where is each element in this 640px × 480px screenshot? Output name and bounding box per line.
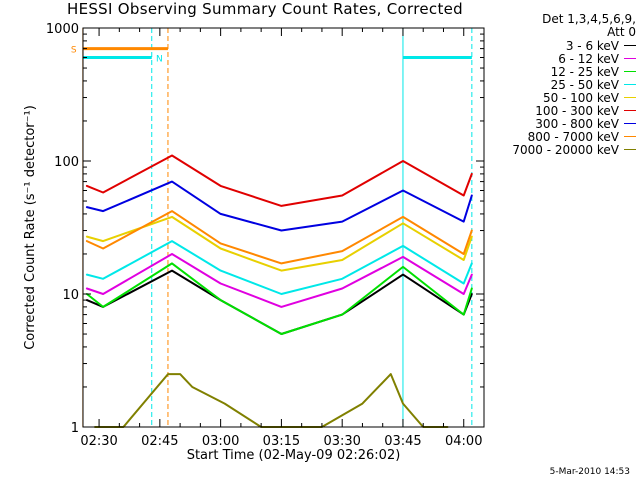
legend-swatch	[624, 71, 636, 72]
y-axis-label: Corrected Count Rate (s⁻¹ detector⁻¹)	[23, 105, 38, 350]
legend-header-line-2: Att 0	[607, 25, 636, 39]
y-tick-label: 1	[71, 421, 79, 436]
series-line-6	[85, 180, 473, 232]
series-line-5	[85, 154, 473, 207]
legend-header-line-1: Det 1,3,4,5,6,9,	[542, 12, 636, 26]
x-tick-label: 03:30	[323, 434, 360, 449]
y-tick-label: 1000	[46, 22, 79, 37]
legend-label: 100 - 300 keV	[535, 103, 619, 118]
legend-swatch	[624, 149, 636, 150]
y-tick-label: 10	[62, 288, 79, 303]
legend-swatch	[624, 136, 636, 137]
legend-swatch	[624, 58, 636, 59]
legend-label: 300 - 800 keV	[535, 116, 619, 131]
series-line-3	[85, 240, 473, 295]
x-tick-label: 03:15	[263, 434, 300, 449]
annotation-1: N	[156, 55, 163, 65]
legend-label: 12 - 25 keV	[550, 64, 619, 79]
plot-frame	[82, 27, 485, 428]
legend-label: 3 - 6 keV	[565, 38, 619, 53]
legend-entry-7: 800 - 7000 keV	[484, 129, 636, 144]
x-tick-label: 03:45	[384, 434, 421, 449]
x-tick-label: 02:30	[80, 434, 117, 449]
series-line-2	[85, 262, 473, 335]
legend-entry-1: 6 - 12 keV	[484, 51, 636, 66]
legend-label: 50 - 100 keV	[542, 90, 619, 105]
x-tick-label: 04:00	[445, 434, 482, 449]
y-tick-label: 100	[54, 155, 79, 170]
legend-swatch	[624, 123, 636, 124]
chart-title: HESSI Observing Summary Count Rates, Cor…	[67, 0, 463, 18]
legend-entry-2: 12 - 25 keV	[484, 64, 636, 79]
legend-label: 6 - 12 keV	[558, 51, 619, 66]
series-line-8	[94, 373, 449, 428]
legend-label: 25 - 50 keV	[550, 77, 619, 92]
footer-timestamp: 5-Mar-2010 14:53	[549, 467, 630, 477]
x-axis-label: Start Time (02-May-09 02:26:02)	[187, 448, 401, 463]
legend-swatch	[624, 45, 636, 46]
series-line-4	[85, 215, 473, 272]
series-line-7	[85, 210, 473, 265]
legend-label: 7000 - 20000 keV	[512, 142, 619, 157]
legend-swatch	[624, 97, 636, 98]
legend-entry-0: 3 - 6 keV	[484, 38, 636, 53]
legend-entry-5: 100 - 300 keV	[484, 103, 636, 118]
x-tick-label: 02:45	[141, 434, 178, 449]
legend-label: 800 - 7000 keV	[527, 129, 619, 144]
legend-swatch	[624, 84, 636, 85]
series-line-1	[85, 253, 473, 308]
legend-entry-3: 25 - 50 keV	[484, 77, 636, 92]
annotation-0: S	[71, 46, 77, 56]
x-tick-label: 03:00	[202, 434, 239, 449]
legend-entry-8: 7000 - 20000 keV	[484, 142, 636, 157]
chart-legend: Det 1,3,4,5,6,9, Att 0 3 - 6 keV 6 - 12 k…	[484, 12, 636, 157]
legend-entry-4: 50 - 100 keV	[484, 90, 636, 105]
legend-swatch	[624, 110, 636, 111]
legend-entry-6: 300 - 800 keV	[484, 116, 636, 131]
